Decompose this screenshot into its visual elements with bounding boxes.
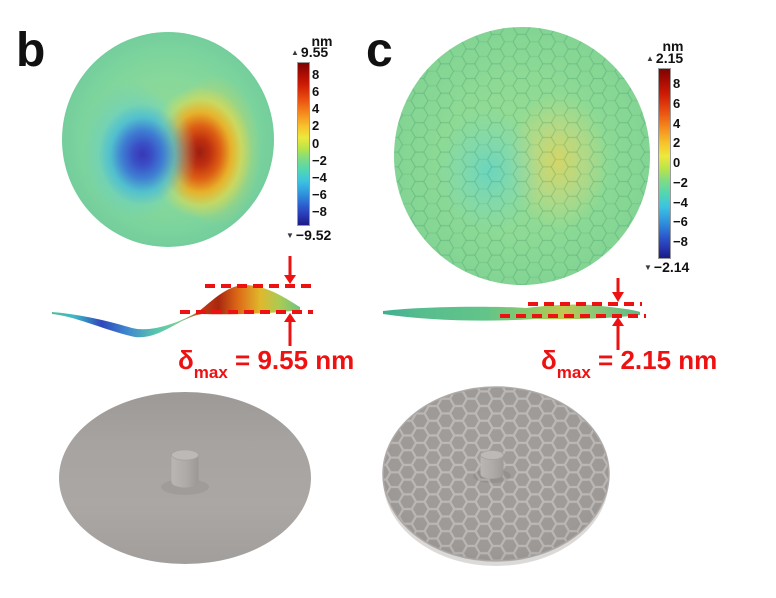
colorbar-b-ticks: 8 6 4 2 0 −2 −4 −6 −8 xyxy=(312,68,327,218)
delta-symbol: δ xyxy=(541,345,557,375)
arrow-down-icon xyxy=(284,256,296,284)
colorbar-tick: 2 xyxy=(312,118,320,134)
colorbar-c-ticks: 8 6 4 2 0 −2 −4 −6 −8 xyxy=(673,77,688,248)
colorbar-tick: −2 xyxy=(312,152,327,168)
deflection-arrows-c xyxy=(612,278,624,350)
colorbar-tick: −2 xyxy=(673,174,688,190)
colorbar-b-gradient-bar xyxy=(297,62,310,226)
max-marker-icon: ▲ xyxy=(291,47,299,57)
deflection-arrows-b xyxy=(284,256,296,346)
disk-render-plain-b xyxy=(59,392,311,564)
arrow-up-icon xyxy=(612,317,624,350)
colorbar-c-gradient-bar xyxy=(658,68,671,259)
delta-value: = 9.55 nm xyxy=(227,345,355,375)
colorbar-tick: 4 xyxy=(673,115,681,131)
dashed-line-top-b xyxy=(205,284,313,288)
colorbar-tick: −6 xyxy=(673,214,688,230)
delta-max-annotation-b: δmax = 9.55 nm xyxy=(178,345,355,381)
colorbar-tick: 8 xyxy=(312,67,320,82)
colorbar-tick: −8 xyxy=(312,204,327,219)
colorbar-tick: 8 xyxy=(673,76,681,91)
delta-symbol: δ xyxy=(178,345,194,375)
disk-render-honeycomb-c xyxy=(382,386,610,566)
colorbar-tick: 0 xyxy=(312,135,320,151)
colorbar-tick: −4 xyxy=(673,194,688,210)
colorbar-c-max: ▲ 2.15 xyxy=(646,50,683,66)
colorbar-b-max: ▲ 9.55 xyxy=(291,44,328,60)
colorbar-tick: −8 xyxy=(673,234,688,249)
panel-label-c: c xyxy=(366,24,393,77)
dashed-line-bottom-b xyxy=(180,310,313,314)
colorbar-tick: 6 xyxy=(673,95,681,111)
panel-label-b: b xyxy=(16,24,46,77)
colorbar-b-min: ▼ −9.52 xyxy=(286,227,331,243)
min-marker-icon: ▼ xyxy=(644,262,652,272)
delta-max-annotation-c: δmax = 2.15 nm xyxy=(541,345,718,381)
center-post-c xyxy=(473,450,511,483)
colorbar-tick: 0 xyxy=(673,155,681,170)
surface-plot-b xyxy=(62,32,274,247)
center-post-b xyxy=(171,449,199,488)
max-marker-icon: ▲ xyxy=(646,53,654,63)
colorbar-tick: 2 xyxy=(673,135,681,151)
colorbar-c-unit: nm xyxy=(662,38,684,54)
delta-value: = 2.15 nm xyxy=(590,345,718,375)
colorbar-c-min: ▼ −2.14 xyxy=(644,259,689,275)
colorbar-tick: 6 xyxy=(312,84,320,100)
min-marker-icon: ▼ xyxy=(286,230,294,240)
colorbar-tick: −6 xyxy=(312,186,327,202)
colorbar-tick: −4 xyxy=(312,169,327,185)
delta-subscript: max xyxy=(556,363,591,383)
colorbar-b-min-value: −9.52 xyxy=(295,227,332,243)
colorbar-c-min-value: −2.14 xyxy=(653,259,690,275)
side-profile-b xyxy=(52,285,300,338)
honeycomb-texture-overlay xyxy=(394,27,650,285)
colorbar-b-unit: nm xyxy=(311,33,333,49)
delta-subscript: max xyxy=(193,363,228,383)
arrow-down-icon xyxy=(612,278,624,302)
colorbar-b-max-value: 9.55 xyxy=(300,44,329,60)
surface-plot-c xyxy=(394,27,650,285)
colorbar-tick: 4 xyxy=(312,101,320,117)
colorbar-c-max-value: 2.15 xyxy=(655,50,684,66)
dashed-line-top-c xyxy=(528,302,642,306)
arrow-up-icon xyxy=(284,313,296,346)
dashed-line-bottom-c xyxy=(500,314,646,318)
